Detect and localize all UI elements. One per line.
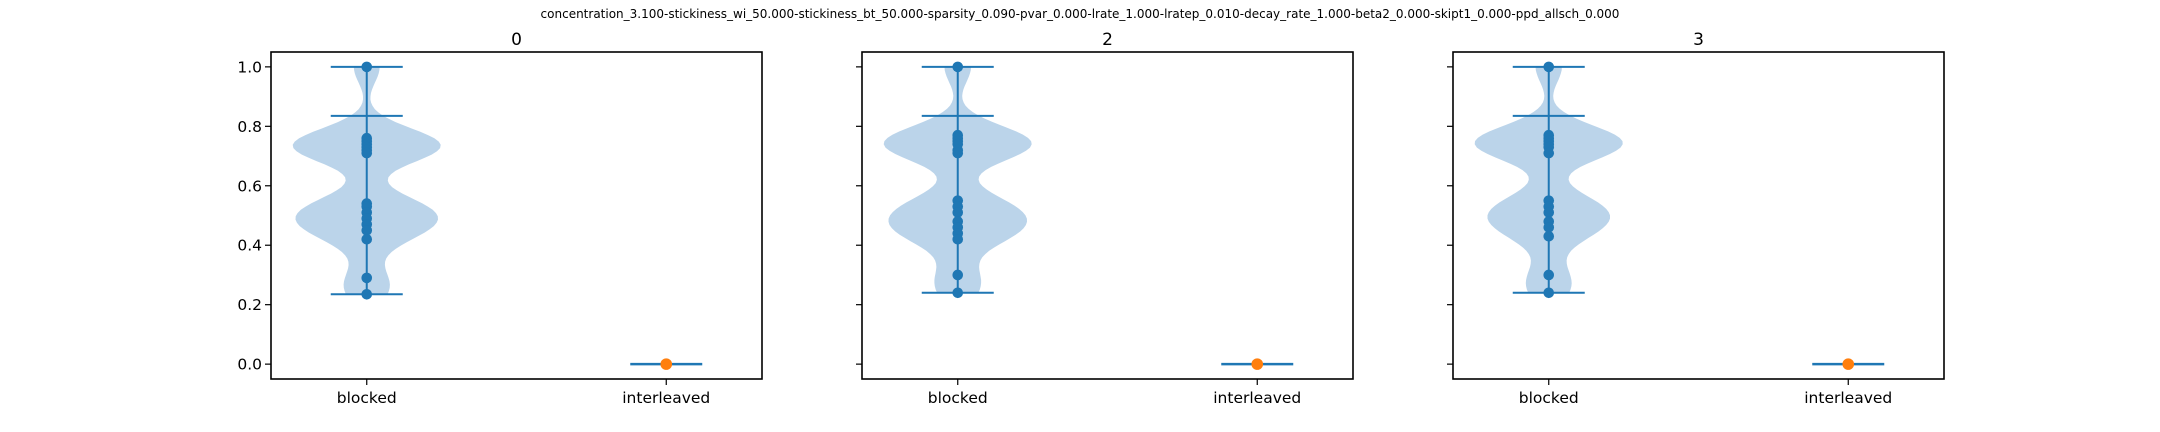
panel-0: 0 0.0 0.2 0.4 0.6 0.8 1.0 blocked interleaved — [237, 30, 763, 407]
data-point-blocked — [1543, 231, 1555, 242]
data-point-blocked — [952, 147, 964, 159]
data-point-blocked — [1543, 269, 1555, 281]
x-tick-label: interleaved — [1213, 389, 1301, 407]
panel-title: 0 — [511, 30, 522, 50]
x-tick-label: interleaved — [1804, 389, 1892, 407]
data-point-blocked — [1543, 222, 1555, 233]
panel-3: 3 blocked interleaved — [1447, 30, 1945, 407]
data-point-interleaved — [1251, 358, 1264, 370]
panel-2: 2 blocked interleaved — [856, 30, 1354, 407]
y-tick-label: 0.0 — [237, 356, 262, 374]
axes-frame — [270, 51, 763, 380]
x-tick-label: blocked — [1519, 389, 1579, 407]
data-point-blocked — [1543, 147, 1555, 159]
data-point-blocked — [952, 287, 964, 299]
data-point-blocked — [1543, 61, 1555, 73]
data-point-blocked — [361, 147, 373, 159]
panel-title: 3 — [1693, 30, 1704, 50]
panels: 0 0.0 0.2 0.4 0.6 0.8 1.0 blocked interleaved 2 bl… — [237, 30, 1945, 407]
data-point-blocked — [1543, 207, 1555, 218]
figure-suptitle: concentration_3.100-stickiness_wi_50.000… — [541, 7, 1620, 21]
data-point-blocked — [361, 288, 373, 300]
data-point-blocked — [361, 272, 373, 284]
data-point-blocked — [952, 61, 964, 73]
data-point-blocked — [952, 207, 964, 218]
y-tick-label: 0.6 — [237, 177, 262, 195]
y-tick-label: 0.2 — [237, 296, 262, 314]
data-point-blocked — [952, 233, 964, 245]
panel-title: 2 — [1102, 30, 1113, 50]
y-tick-label: 1.0 — [237, 58, 262, 76]
axes-frame — [1452, 51, 1945, 380]
data-point-blocked — [952, 269, 964, 281]
data-point-interleaved — [660, 358, 673, 370]
x-tick-label: blocked — [928, 389, 988, 407]
axes-frame — [861, 51, 1354, 380]
data-point-blocked — [1543, 287, 1555, 299]
data-point-blocked — [361, 233, 373, 245]
x-tick-label: interleaved — [622, 389, 710, 407]
data-point-interleaved — [1842, 358, 1855, 370]
data-point-blocked — [361, 61, 373, 73]
y-tick-label: 0.8 — [237, 118, 262, 136]
x-tick-label: blocked — [337, 389, 397, 407]
y-tick-label: 0.4 — [237, 237, 262, 255]
data-point-blocked — [361, 225, 373, 236]
